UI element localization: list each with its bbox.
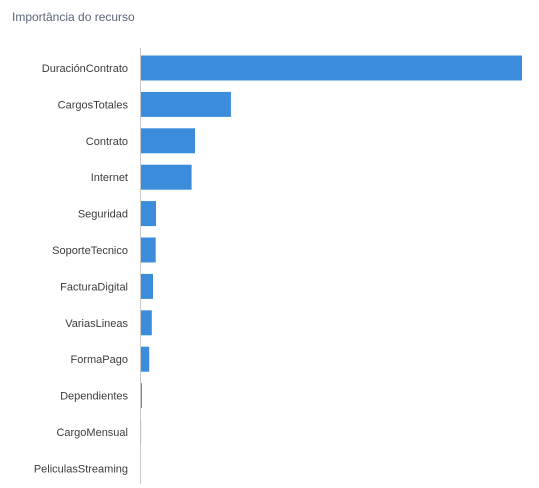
bar-internet bbox=[140, 164, 192, 190]
tick-label-formapago: FormaPago bbox=[71, 354, 128, 366]
tick-label-soportetecnico: SoporteTecnico bbox=[52, 245, 128, 257]
tick-label-facturadigital: FacturaDigital bbox=[60, 281, 128, 293]
tick-label-contrato: Contrato bbox=[86, 136, 128, 148]
bar-formapago bbox=[140, 346, 150, 372]
bar-duracióncontrato bbox=[140, 55, 522, 81]
bar-cargostotales bbox=[140, 91, 231, 117]
bars-group bbox=[140, 55, 522, 445]
tick-label-cargostotales: CargosTotales bbox=[58, 99, 129, 111]
tick-label-internet: Internet bbox=[91, 172, 128, 184]
bar-contrato bbox=[140, 128, 195, 154]
chart-title: Importância do recurso bbox=[12, 10, 135, 24]
tick-label-duracióncontrato: DuraciónContrato bbox=[42, 63, 128, 75]
tick-label-seguridad: Seguridad bbox=[78, 209, 128, 221]
bar-seguridad bbox=[140, 201, 156, 227]
tick-label-dependientes: Dependientes bbox=[60, 391, 128, 403]
bar-soportetecnico bbox=[140, 237, 156, 263]
tick-label-cargomensual: CargoMensual bbox=[56, 427, 128, 439]
bar-variaslineas bbox=[140, 310, 152, 336]
tick-label-peliculasstreaming: PeliculasStreaming bbox=[34, 463, 128, 475]
bar-facturadigital bbox=[140, 273, 153, 299]
tick-label-variaslineas: VariasLineas bbox=[65, 318, 128, 330]
tick-labels-group: DuraciónContrato CargosTotales Contrato Int… bbox=[34, 63, 129, 475]
